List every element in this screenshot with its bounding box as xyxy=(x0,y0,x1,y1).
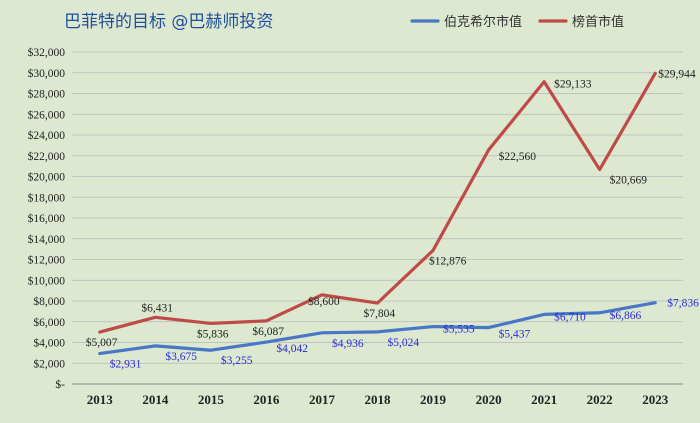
y-tick-label: $20,000 xyxy=(28,171,66,184)
grid xyxy=(72,51,683,385)
data-label-berkshire: $4,936 xyxy=(332,337,364,350)
y-tick-label: $30,000 xyxy=(28,67,66,80)
data-label-top-company: $6,431 xyxy=(141,301,173,314)
x-tick-label: 2016 xyxy=(253,392,280,407)
y-tick-label: $26,000 xyxy=(28,108,66,121)
data-label-top-company: $12,876 xyxy=(429,254,467,267)
y-tick-label: $2,000 xyxy=(33,357,65,370)
y-tick-label: $14,000 xyxy=(28,233,66,246)
y-tick-label: $32,000 xyxy=(28,46,66,59)
data-label-top-company: $29,133 xyxy=(554,78,592,91)
data-label-top-company: $20,669 xyxy=(610,174,648,187)
y-tick-label: $28,000 xyxy=(28,88,66,101)
data-label-top-company: $6,087 xyxy=(252,325,284,338)
x-tick-label: 2021 xyxy=(531,392,557,407)
data-label-berkshire: $2,931 xyxy=(110,358,142,371)
y-tick-label: $10,000 xyxy=(28,274,66,287)
data-label-top-company: $22,560 xyxy=(499,150,537,163)
legend: 伯克希尔市值 榜首市值 xyxy=(410,14,624,30)
y-tick-label: $18,000 xyxy=(28,191,66,204)
data-label-berkshire: $5,024 xyxy=(388,336,420,349)
x-tick-label: 2019 xyxy=(420,392,447,407)
x-tick-label: 2015 xyxy=(198,392,225,407)
y-tick-label: $22,000 xyxy=(28,150,66,163)
series-group xyxy=(98,71,657,356)
data-label-top-company: $8,600 xyxy=(308,295,340,308)
data-label-berkshire: $3,255 xyxy=(221,354,253,367)
y-tick-label: $12,000 xyxy=(28,254,66,267)
x-tick-label: 2022 xyxy=(587,392,613,407)
data-label-top-company: $5,836 xyxy=(197,327,229,340)
data-label-top-company: $7,804 xyxy=(364,307,396,320)
y-tick-label: $24,000 xyxy=(28,129,66,142)
y-tick-label: $4,000 xyxy=(33,337,65,350)
data-label-berkshire: $5,437 xyxy=(499,328,531,341)
data-label-berkshire: $6,710 xyxy=(554,310,586,323)
y-tick-label: $8,000 xyxy=(33,295,65,308)
series-line-berkshire xyxy=(98,301,657,356)
data-label-berkshire: $5,535 xyxy=(443,323,475,336)
data-label-berkshire: $4,042 xyxy=(276,342,308,355)
data-label-top-company: $5,007 xyxy=(86,336,118,349)
x-tick-label: 2014 xyxy=(142,392,169,407)
legend-label: 伯克希尔市值 xyxy=(444,14,522,30)
data-label-berkshire: $3,675 xyxy=(165,350,197,363)
x-axis-ticks: 2013 2014 2015 2016 2017 2018 2019 2020 2021 2022… xyxy=(87,392,669,407)
data-label-top-company: $29,944 xyxy=(658,67,696,80)
data-label-berkshire: $6,866 xyxy=(610,309,642,322)
x-tick-label: 2020 xyxy=(476,392,502,407)
x-tick-label: 2013 xyxy=(87,392,114,407)
data-labels: $5,007 $6,431 $5,836 $6,087 $8,600 $7,804 $12,… xyxy=(86,67,699,370)
series-line-top-company xyxy=(98,71,657,334)
y-tick-label: $16,000 xyxy=(28,212,66,225)
y-axis-ticks: $- $2,000 $4,000 $6,000 $8,000 $10,000 $12,000… xyxy=(28,46,66,391)
legend-label: 榜首市值 xyxy=(572,14,624,30)
y-tick-label: $- xyxy=(55,378,65,391)
x-tick-label: 2023 xyxy=(642,392,669,407)
chart-title: 巴菲特的目标 @巴赫师投资 xyxy=(64,12,273,32)
x-tick-label: 2018 xyxy=(365,392,392,407)
x-tick-label: 2017 xyxy=(309,392,336,407)
y-tick-label: $6,000 xyxy=(33,316,65,329)
data-label-berkshire: $7,836 xyxy=(667,297,699,310)
